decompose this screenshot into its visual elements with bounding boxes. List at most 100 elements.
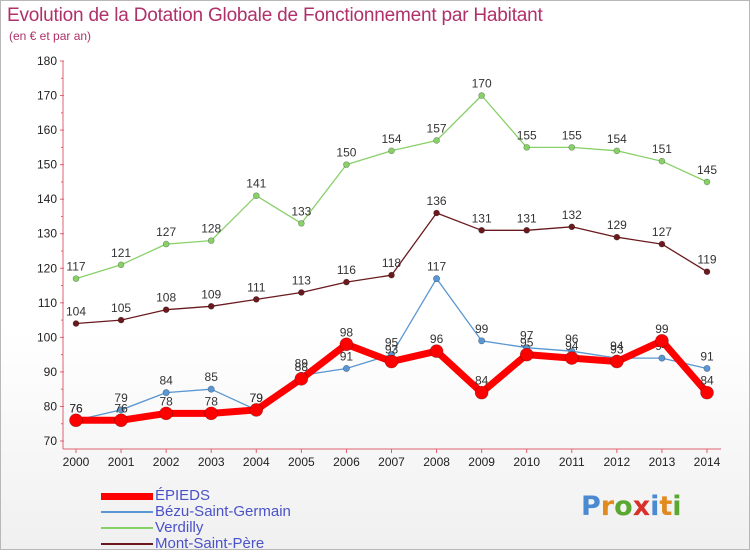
data-label: 129 — [607, 218, 627, 232]
data-point — [388, 147, 395, 155]
data-label: 136 — [427, 194, 447, 208]
data-label: 93 — [610, 343, 624, 357]
data-label: 109 — [201, 287, 221, 301]
y-tick-label: 80 — [44, 399, 58, 413]
x-tick-label: 2009 — [468, 455, 495, 469]
data-label: 79 — [114, 391, 128, 405]
data-label: 98 — [340, 325, 354, 339]
data-point — [523, 226, 531, 234]
y-tick-label: 150 — [37, 158, 57, 172]
data-point — [613, 233, 621, 241]
y-tick-label: 110 — [38, 296, 57, 310]
legend-swatch — [101, 543, 153, 545]
data-label: 151 — [652, 142, 672, 156]
y-tick-label: 140 — [37, 192, 57, 206]
legend-label: Mont-Saint-Père — [155, 535, 265, 552]
data-point — [433, 275, 441, 283]
data-label: 119 — [697, 253, 716, 267]
series-mont-saint-p-re: 104 105 108 109 111 113 116 118 136 131 131 132 129 1… — [66, 194, 717, 327]
y-tick-label: 170 — [37, 89, 57, 103]
data-point — [114, 413, 128, 428]
x-tick-label: 2003 — [198, 455, 225, 469]
data-label: 155 — [562, 128, 582, 142]
data-label: 128 — [201, 222, 221, 236]
data-point — [384, 354, 399, 369]
data-point — [339, 337, 354, 352]
data-label: 79 — [250, 391, 264, 405]
data-point — [72, 320, 80, 327]
data-label: 84 — [475, 374, 489, 388]
legend-label: Bézu-Saint-Germain — [155, 503, 291, 520]
data-point — [207, 385, 215, 393]
data-point — [72, 275, 80, 282]
x-tick-label: 2013 — [649, 455, 676, 469]
data-label: 113 — [292, 273, 311, 287]
y-tick-label: 70 — [44, 434, 58, 448]
data-point — [703, 268, 711, 276]
data-label: 84 — [159, 374, 173, 388]
data-point — [474, 385, 489, 400]
data-label: 84 — [700, 374, 714, 388]
data-label: 132 — [562, 208, 582, 222]
data-label: 85 — [205, 370, 219, 384]
data-label: 154 — [381, 132, 401, 146]
data-point — [207, 302, 215, 310]
data-label: 95 — [385, 336, 399, 350]
data-label: 76 — [69, 401, 83, 415]
data-label: 157 — [427, 121, 447, 135]
data-label: 91 — [340, 349, 354, 363]
legend-swatch — [101, 493, 153, 500]
data-label: 105 — [111, 301, 131, 315]
data-point — [159, 406, 173, 421]
logo-letter: i — [650, 491, 660, 522]
x-tick-label: 2004 — [243, 455, 270, 469]
y-tick-label: 90 — [44, 365, 58, 379]
data-point — [658, 157, 666, 165]
data-point — [658, 240, 666, 248]
logo-letter: x — [632, 491, 651, 522]
data-label: 117 — [66, 260, 85, 274]
x-tick-label: 2007 — [378, 455, 405, 469]
y-tick-label: 130 — [37, 227, 57, 241]
data-label: 99 — [475, 322, 489, 336]
x-tick-label: 2005 — [288, 455, 315, 469]
x-tick-label: 2012 — [604, 455, 631, 469]
data-point — [298, 289, 305, 296]
data-point — [519, 347, 534, 362]
data-point — [294, 372, 309, 386]
data-point — [433, 137, 440, 144]
data-point — [568, 144, 576, 151]
data-point — [478, 337, 486, 345]
data-label: 127 — [156, 225, 176, 239]
data-label: 93 — [385, 343, 399, 357]
data-label: 95 — [520, 336, 534, 350]
data-label: 97 — [520, 329, 534, 343]
data-label: 155 — [517, 128, 537, 142]
data-point — [700, 385, 714, 400]
data-point — [249, 403, 264, 417]
data-point — [429, 344, 444, 358]
series-verdilly: 117 121 127 128 141 133 150 154 157 170 155 155 154 1… — [66, 77, 717, 282]
legend-item: Mont-Saint-Père — [101, 535, 361, 552]
data-label: 150 — [336, 146, 356, 160]
x-tick-label: 2000 — [63, 455, 90, 469]
series-line — [75, 94, 708, 280]
data-label: 127 — [652, 225, 672, 239]
data-label: 145 — [697, 163, 717, 177]
data-point — [478, 92, 485, 99]
legend-item: Verdilly — [101, 519, 361, 536]
legend-label: ÉPIEDS — [155, 487, 211, 504]
data-label: 76 — [69, 401, 83, 415]
x-tick-label: 2002 — [153, 455, 180, 469]
legend-swatch — [101, 511, 153, 513]
logo-letter: r — [600, 491, 615, 522]
data-point — [162, 389, 170, 397]
data-point — [343, 278, 350, 286]
legend-label: Verdilly — [155, 519, 204, 536]
data-label: 104 — [66, 305, 86, 319]
logo-letter: o — [614, 491, 633, 522]
data-label: 154 — [607, 132, 627, 146]
data-label: 121 — [111, 246, 131, 260]
